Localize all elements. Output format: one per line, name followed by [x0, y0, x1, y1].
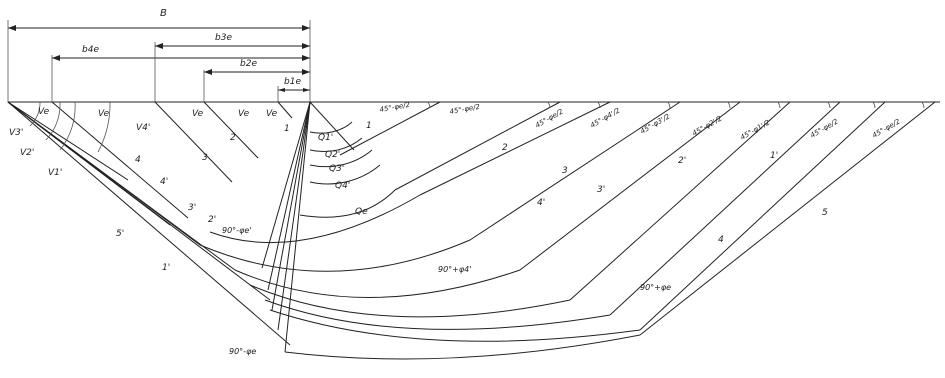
dim-label-b2e: b2e	[240, 59, 257, 69]
dim-label-B: B	[160, 8, 167, 19]
svg-text:1': 1'	[162, 263, 170, 273]
label-ve5: Ve	[266, 109, 278, 119]
svg-text:45°-φe/2: 45°-φe/2	[379, 101, 411, 114]
svg-text:45°-φe/2: 45°-φe/2	[809, 117, 840, 140]
label-v1p: V1'	[48, 168, 62, 178]
label-q2: Q2'	[325, 150, 340, 160]
svg-text:45°-φe/2: 45°-φe/2	[449, 103, 481, 116]
svg-text:2: 2	[502, 143, 508, 153]
svg-text:2': 2'	[678, 156, 686, 166]
inner-slip-lines	[51, 101, 293, 219]
left-wedge-lines	[7, 101, 291, 346]
fan-lines	[261, 101, 355, 353]
svg-text:1: 1	[284, 124, 290, 134]
svg-text:90°-φe: 90°-φe	[229, 347, 256, 356]
svg-text:90°+φ4': 90°+φ4'	[438, 265, 471, 274]
label-v4p: V4'	[136, 123, 150, 133]
line-number-labels: 1 1 2 3 2 3 4' 3' 2' 1' 4 5 4 4' 3' 2' 5…	[116, 121, 828, 273]
svg-text:45°-φe/2: 45°-φe/2	[871, 117, 902, 140]
dimension-labels: B b4e b3e b2e b1e	[82, 8, 301, 87]
svg-text:5': 5'	[116, 229, 124, 239]
svg-text:4': 4'	[160, 177, 168, 187]
svg-text:3: 3	[562, 166, 568, 176]
svg-text:90°-φe': 90°-φe'	[222, 226, 251, 235]
outer-arcs	[199, 239, 641, 360]
label-q1: Q1'	[318, 133, 333, 143]
svg-text:1': 1'	[770, 151, 778, 161]
svg-text:3': 3'	[188, 203, 196, 213]
label-ve4: Ve	[238, 109, 250, 119]
svg-text:45°-φ1'/2: 45°-φ1'/2	[739, 118, 772, 142]
label-q4: Q4'	[335, 181, 350, 191]
svg-text:5: 5	[822, 208, 828, 218]
label-ve3: Ve	[192, 109, 204, 119]
dimension-lines	[7, 20, 311, 102]
label-v3p: V3'	[9, 128, 23, 138]
right-passive-lines	[339, 101, 936, 336]
svg-text:4: 4	[718, 235, 724, 245]
ground-angle-arcs	[427, 101, 925, 109]
label-q3: Q3'	[329, 164, 344, 174]
dim-label-b3e: b3e	[215, 33, 232, 43]
label-ve1: Ve	[38, 107, 50, 117]
q-labels: Q1' Q2' Q3' Q4' Qe	[318, 133, 368, 217]
svg-text:3: 3	[202, 153, 208, 163]
svg-text:4: 4	[135, 155, 141, 165]
log-spiral-arcs	[209, 121, 421, 244]
svg-text:2: 2	[230, 133, 236, 143]
dim-label-b1e: b1e	[284, 77, 301, 87]
svg-text:45°-φ3'/2: 45°-φ3'/2	[639, 112, 672, 136]
dim-label-b4e: b4e	[82, 45, 99, 55]
label-ve2: Ve	[98, 109, 110, 119]
label-qe: Qe	[355, 207, 368, 217]
v-labels: V3' V2' V1' Ve Ve V4' Ve Ve Ve	[9, 107, 278, 178]
svg-text:2': 2'	[208, 215, 216, 225]
svg-text:45°-φ2'/2: 45°-φ2'/2	[691, 114, 724, 138]
left-corner-arcs	[29, 101, 111, 153]
svg-text:4': 4'	[537, 198, 545, 208]
label-v2p: V2'	[20, 148, 34, 158]
svg-text:3': 3'	[597, 185, 605, 195]
svg-text:1: 1	[366, 121, 372, 131]
svg-text:90°+φe: 90°+φe	[640, 283, 671, 292]
